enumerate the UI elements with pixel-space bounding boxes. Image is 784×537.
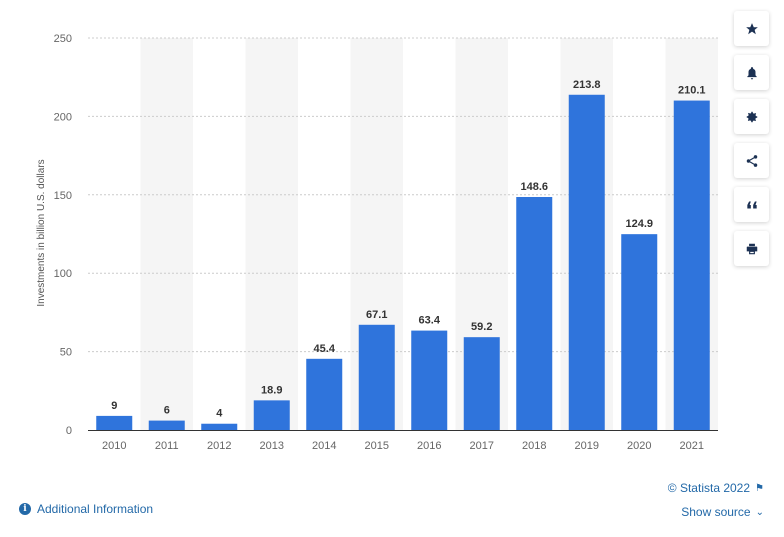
additional-information-link[interactable]: i Additional Information bbox=[19, 502, 153, 516]
chevron-down-icon: ⌄ bbox=[755, 506, 764, 518]
y-tick-label: 250 bbox=[54, 33, 72, 45]
printer-icon bbox=[746, 243, 757, 254]
bar[interactable] bbox=[411, 330, 448, 430]
bar[interactable] bbox=[201, 423, 238, 430]
show-source-link[interactable]: Show source ⌄ bbox=[668, 505, 764, 519]
bar[interactable] bbox=[621, 234, 658, 430]
copyright-text: © Statista 2022 bbox=[667, 481, 751, 495]
share-icon bbox=[746, 154, 757, 167]
y-tick-label: 200 bbox=[54, 111, 72, 123]
data-labels: 9 6 4 18.9 45.4 67.1 63.4 59.2 148.6 213.8 124.9 21… bbox=[111, 79, 705, 420]
y-axis-ticks: 0 50 100 150 200 250 bbox=[54, 33, 72, 437]
gear-icon bbox=[746, 111, 757, 122]
bar-chart: 0 50 100 150 200 250 9 6 4 18.9 45.4 67.1 63.4 59.2 1… bbox=[36, 33, 718, 452]
x-tick-label: 2017 bbox=[470, 440, 494, 452]
x-tick-label: 2010 bbox=[102, 440, 126, 452]
favorite-button[interactable] bbox=[734, 11, 769, 46]
share-button[interactable] bbox=[734, 143, 769, 178]
quote-icon bbox=[746, 201, 757, 208]
bar[interactable] bbox=[358, 324, 395, 430]
x-tick-label: 2012 bbox=[207, 440, 231, 452]
y-tick-label: 0 bbox=[66, 425, 72, 437]
x-axis-ticks: 2010 2011 2012 2013 2014 2015 2016 2017 2018 2019… bbox=[102, 440, 704, 452]
y-axis-label: Investments in billion U.S. dollars bbox=[36, 159, 47, 306]
data-label: 67.1 bbox=[366, 309, 387, 321]
flag-icon: ⚑ bbox=[755, 482, 764, 494]
y-tick-label: 100 bbox=[54, 268, 72, 280]
data-label: 63.4 bbox=[419, 315, 441, 327]
data-label: 124.9 bbox=[625, 218, 653, 230]
sidebar-toolbar bbox=[734, 11, 771, 275]
x-tick-label: 2020 bbox=[627, 440, 651, 452]
data-label: 6 bbox=[164, 405, 170, 417]
bar[interactable] bbox=[568, 94, 605, 430]
x-tick-label: 2014 bbox=[312, 440, 336, 452]
bars bbox=[96, 94, 710, 430]
x-tick-label: 2019 bbox=[575, 440, 599, 452]
data-label: 210.1 bbox=[678, 85, 706, 97]
data-label: 59.2 bbox=[471, 321, 492, 333]
notification-button[interactable] bbox=[734, 55, 769, 90]
x-tick-label: 2013 bbox=[260, 440, 284, 452]
bar[interactable] bbox=[253, 400, 290, 430]
settings-button[interactable] bbox=[734, 99, 769, 134]
star-icon bbox=[745, 22, 758, 34]
data-label: 4 bbox=[216, 408, 223, 420]
footer-source: © Statista 2022 ⚑ Show source ⌄ bbox=[668, 481, 764, 519]
x-tick-label: 2016 bbox=[417, 440, 441, 452]
column-band bbox=[245, 38, 298, 430]
bar[interactable] bbox=[516, 196, 553, 430]
bell-icon bbox=[746, 66, 757, 79]
x-tick-label: 2011 bbox=[155, 440, 179, 452]
bar[interactable] bbox=[463, 337, 500, 430]
column-band bbox=[140, 38, 193, 430]
y-tick-label: 150 bbox=[54, 190, 72, 202]
gridlines bbox=[88, 37, 718, 353]
x-tick-label: 2015 bbox=[365, 440, 389, 452]
data-label: 18.9 bbox=[261, 384, 282, 396]
x-tick-label: 2018 bbox=[522, 440, 546, 452]
x-tick-label: 2021 bbox=[680, 440, 704, 452]
bar[interactable] bbox=[148, 420, 185, 430]
y-tick-label: 50 bbox=[60, 347, 72, 359]
data-label: 148.6 bbox=[520, 181, 548, 193]
bar[interactable] bbox=[96, 415, 133, 430]
bar[interactable] bbox=[306, 358, 343, 430]
show-source-label: Show source bbox=[681, 505, 751, 519]
bar[interactable] bbox=[673, 100, 710, 430]
data-label: 45.4 bbox=[314, 343, 336, 355]
info-icon: i bbox=[19, 503, 31, 515]
data-label: 9 bbox=[111, 400, 117, 412]
data-label: 213.8 bbox=[573, 79, 601, 91]
print-button[interactable] bbox=[734, 231, 769, 266]
cite-button[interactable] bbox=[734, 187, 769, 222]
copyright-link[interactable]: © Statista 2022 ⚑ bbox=[668, 481, 764, 495]
additional-information-label: Additional Information bbox=[37, 502, 154, 516]
